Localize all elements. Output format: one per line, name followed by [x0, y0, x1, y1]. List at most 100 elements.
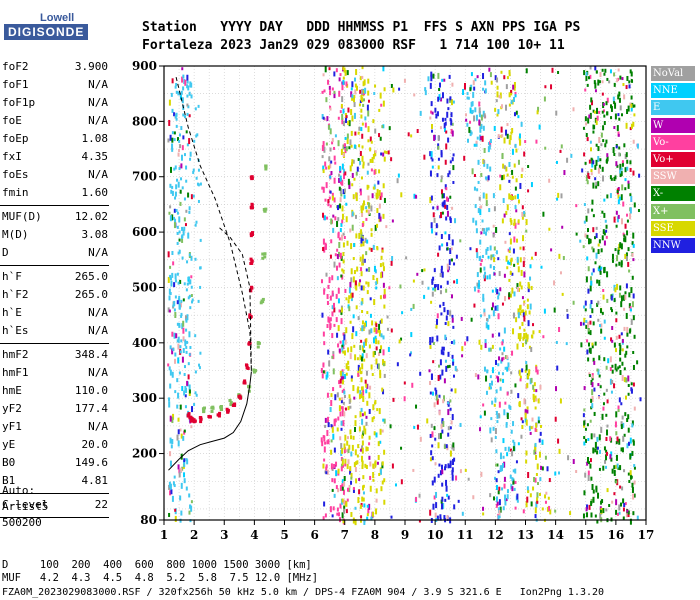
echo-mark: [188, 384, 191, 391]
legend-item-x-: X-: [651, 186, 695, 202]
echo-mark: [436, 318, 439, 325]
echo-mark: [633, 334, 636, 339]
echo-mark: [445, 288, 448, 293]
echo-mark: [340, 406, 343, 410]
echo-mark: [333, 92, 336, 99]
echo-mark: [347, 365, 350, 371]
echo-mark: [475, 141, 478, 147]
echo-mark: [630, 105, 633, 112]
echo-mark: [179, 350, 182, 354]
echo-mark: [442, 420, 445, 427]
echo-mark: [330, 218, 333, 225]
echo-mark: [587, 266, 590, 272]
echo-mark: [353, 243, 356, 248]
x-tick-label: 14: [547, 528, 564, 542]
echo-mark: [341, 498, 344, 503]
echo-mark: [438, 433, 441, 440]
echo-mark: [512, 446, 515, 452]
echo-mark: [437, 252, 440, 257]
echo-mark: [403, 396, 406, 402]
echo-mark: [496, 414, 499, 419]
param-label: h`F: [2, 270, 22, 283]
echo-mark: [532, 393, 535, 400]
echo-mark: [440, 269, 443, 274]
echo-mark: [362, 161, 365, 166]
echo-mark: [341, 483, 344, 488]
echo-mark: [590, 433, 593, 440]
echo-mark: [496, 113, 499, 117]
echo-mark: [442, 502, 445, 509]
echo-mark: [361, 75, 364, 79]
echo-mark: [167, 363, 170, 367]
echo-mark: [623, 469, 626, 473]
echo-mark: [342, 376, 345, 380]
param-value: N/A: [88, 168, 108, 181]
echo-mark: [342, 519, 345, 524]
echo-mark: [171, 131, 174, 135]
echo-mark: [430, 123, 433, 129]
echo-mark: [513, 487, 516, 491]
echo-mark: [429, 341, 432, 346]
echo-mark: [169, 215, 172, 222]
echo-mark: [167, 307, 170, 313]
echo-mark: [331, 138, 334, 143]
echo-mark: [382, 389, 385, 395]
echo-mark: [511, 272, 514, 276]
echo-mark: [324, 513, 327, 518]
echo-mark: [613, 72, 616, 77]
echo-mark: [534, 514, 537, 519]
echo-mark: [367, 202, 370, 208]
echo-mark: [504, 366, 507, 370]
echo-mark: [442, 201, 445, 208]
echo-mark: [593, 411, 596, 416]
echo-mark: [525, 339, 528, 345]
echo-mark: [586, 228, 589, 233]
echo-mark: [188, 331, 191, 338]
echo-mark: [347, 299, 350, 304]
echo-mark: [378, 133, 381, 138]
echo-mark: [369, 485, 372, 492]
echo-mark: [591, 375, 594, 379]
echo-mark: [523, 398, 526, 405]
x-tick-label: 2: [190, 528, 198, 542]
echo-mark: [626, 345, 629, 349]
echo-mark: [518, 133, 521, 139]
echo-mark: [594, 177, 597, 181]
echo-mark: [477, 374, 480, 380]
echo-mark: [611, 253, 614, 260]
echo-mark: [613, 492, 616, 496]
echo-mark: [497, 515, 500, 520]
echo-mark: [370, 516, 373, 521]
echo-mark: [360, 208, 363, 214]
echo-mark: [461, 354, 464, 358]
echo-mark: [523, 151, 526, 157]
echo-mark: [354, 466, 357, 472]
echo-mark: [480, 344, 483, 350]
echo-mark: [194, 107, 197, 111]
echo-mark: [487, 175, 490, 181]
echo-mark: [620, 218, 623, 225]
param-row-b1: B1 4.81: [2, 472, 108, 490]
echo-mark: [450, 258, 453, 262]
echo-mark: [610, 390, 613, 394]
echo-mark: [627, 392, 630, 396]
echo-mark: [343, 194, 346, 199]
echo-mark: [431, 281, 434, 285]
echo-mark: [599, 270, 602, 275]
echo-mark: [173, 484, 176, 488]
echo-mark: [622, 83, 625, 87]
echo-mark: [501, 341, 504, 346]
echo-mark: [627, 247, 630, 252]
echo-mark: [368, 455, 371, 460]
echo-mark: [481, 254, 484, 258]
echo-mark: [370, 364, 373, 370]
echo-mark: [516, 238, 519, 243]
echo-mark: [491, 289, 494, 293]
echo-mark: [480, 471, 483, 477]
echo-mark: [363, 425, 366, 431]
echo-mark: [546, 466, 549, 472]
echo-mark: [483, 274, 486, 279]
echo-mark: [587, 461, 590, 465]
echo-mark: [360, 377, 363, 383]
echo-mark: [515, 317, 518, 323]
